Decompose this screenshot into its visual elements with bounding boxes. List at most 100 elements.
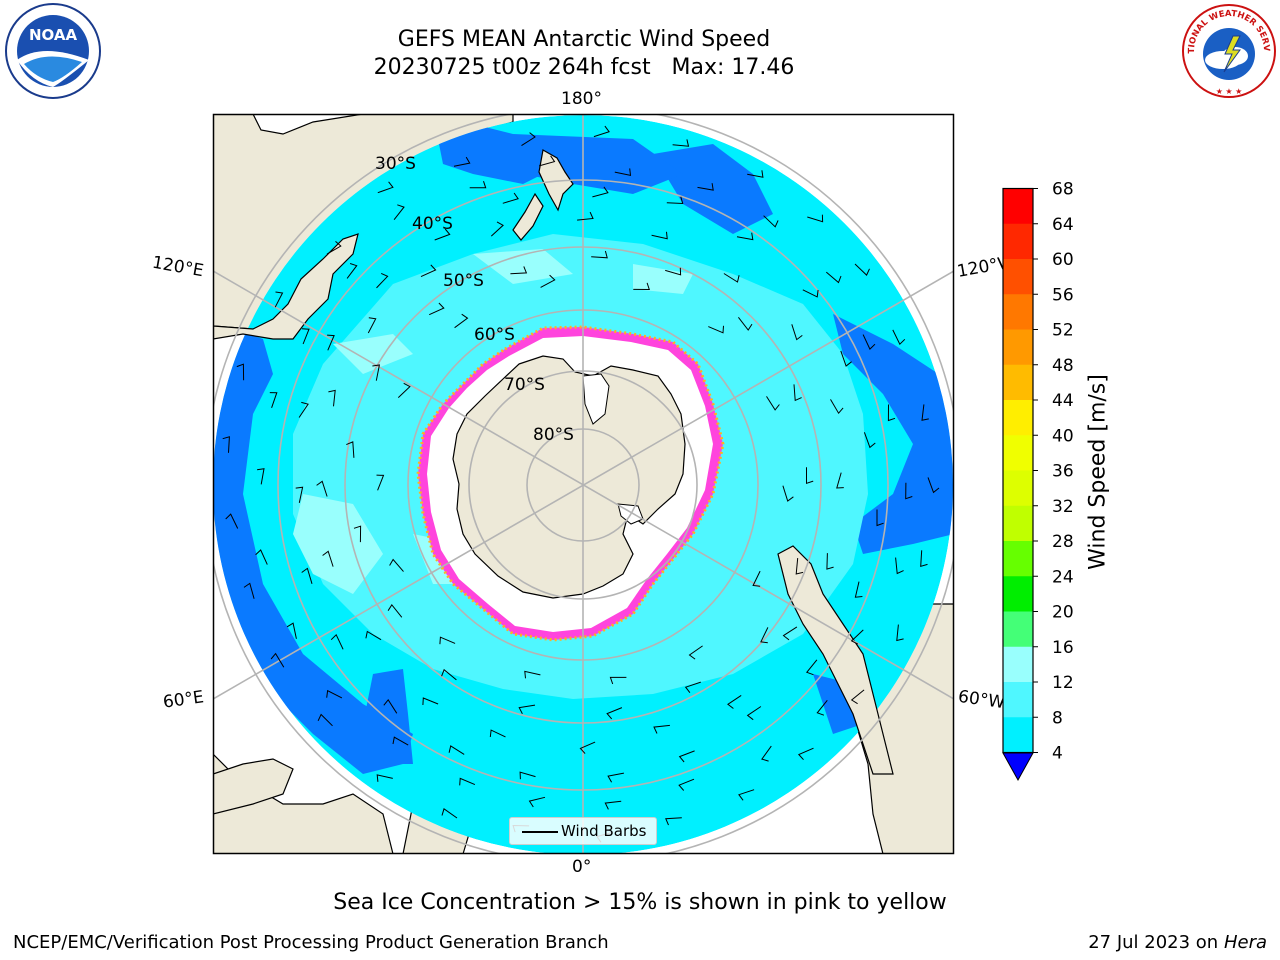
wind-barb	[863, 432, 876, 449]
wind-barb	[439, 636, 456, 645]
wind-barb	[761, 745, 772, 762]
wind-barb	[243, 582, 255, 599]
wind-barb	[257, 468, 265, 485]
wind-barb	[752, 570, 761, 587]
wind-barb	[295, 486, 304, 504]
wind-barb	[920, 550, 928, 567]
wind-barb	[540, 274, 556, 288]
colorbar-tick-label: 68	[1052, 180, 1074, 200]
wind-barb	[376, 774, 393, 782]
wind-barb	[372, 364, 381, 381]
wind-barb	[830, 399, 844, 415]
colorbar-tick-label: 24	[1052, 567, 1074, 587]
wind-barb	[895, 557, 904, 575]
wind-barb	[604, 800, 622, 810]
wind-barb	[521, 132, 536, 147]
wind-barb	[684, 681, 701, 694]
wind-barb	[392, 736, 409, 746]
wind-barb	[453, 156, 471, 167]
colorbar-segment	[1003, 400, 1033, 436]
wind-barb	[459, 777, 476, 786]
wind-barb	[377, 181, 394, 194]
wind-barb	[905, 482, 913, 500]
wind-barb	[793, 384, 802, 402]
wind-barb	[298, 401, 309, 418]
wind-barb	[286, 622, 297, 639]
colorbar-under-arrow	[1002, 752, 1034, 782]
wind-barb	[593, 125, 610, 138]
colorbar-segment	[1003, 435, 1033, 471]
wind-barb	[766, 396, 780, 411]
wind-barb	[826, 553, 834, 570]
wind-barb	[367, 317, 377, 334]
wind-barb	[428, 302, 445, 316]
colorbar-segment	[1003, 364, 1033, 401]
wind-barb	[236, 363, 245, 381]
wind-barb	[301, 567, 313, 584]
wind-barb	[854, 581, 863, 598]
colorbar-segment	[1003, 646, 1033, 683]
wind-barb	[225, 513, 239, 529]
wind-barb	[365, 630, 382, 641]
inner-land	[213, 149, 894, 775]
nws-logo: NATIONAL WEATHER SERVICE ★ ★ ★	[1180, 2, 1276, 98]
wind-barb	[376, 272, 389, 289]
lon-label-120e: 120°E	[150, 252, 206, 282]
wind-barb	[317, 713, 333, 727]
wind-barb	[633, 282, 650, 291]
wind-barb	[836, 472, 844, 489]
wind-barb	[678, 750, 695, 763]
colorbar-tick-label: 16	[1052, 638, 1074, 658]
colorbar-tick-label: 44	[1052, 391, 1074, 411]
wind-barb	[738, 789, 755, 801]
map-frame	[212, 113, 955, 855]
wind-barb	[346, 441, 355, 458]
wind-barb	[791, 324, 803, 341]
wind-barb	[326, 241, 342, 255]
lat-label-80s: 80°S	[533, 425, 574, 445]
wind-barb	[672, 139, 690, 147]
wind-barb	[850, 689, 865, 705]
wind-barb	[376, 474, 385, 491]
sea-ice-note: Sea Ice Concentration > 15% is shown in …	[333, 890, 947, 915]
wind-barb	[441, 668, 457, 681]
wind-barb	[454, 313, 469, 329]
wind-barb	[653, 724, 670, 734]
colorbar-segment	[1003, 223, 1033, 260]
wind-barb	[393, 204, 405, 221]
colorbar-tick-label: 64	[1052, 215, 1074, 235]
wind-barb	[807, 214, 824, 223]
colorbar-segment	[1003, 259, 1033, 295]
wind-barb	[763, 215, 779, 228]
colorbar-segment	[1003, 505, 1033, 542]
wind-barb	[222, 436, 230, 453]
wind-barb	[816, 699, 828, 716]
wind-barb	[330, 633, 344, 650]
lat-label-30s: 30°S	[375, 154, 416, 174]
graticule	[213, 114, 954, 854]
colorbar-segment	[1003, 329, 1033, 366]
wind-barb	[921, 404, 929, 421]
wind-barb	[609, 676, 627, 685]
colorbar-segment	[1003, 294, 1033, 330]
lon-label-0: 0°	[572, 857, 592, 877]
wind-barb	[606, 707, 623, 720]
svg-text:★ ★ ★: ★ ★ ★	[1216, 87, 1243, 96]
wind-barb	[892, 329, 906, 346]
footer-date-text: 27 Jul 2023 on	[1088, 932, 1219, 953]
wind-barb	[502, 192, 519, 204]
colorbar-segment	[1003, 682, 1033, 718]
wind-barb	[528, 796, 546, 808]
wind-barb	[876, 509, 884, 527]
wind-barb	[760, 627, 769, 644]
wind-barb	[274, 291, 284, 308]
chart-title: GEFS MEAN Antarctic Wind Speed	[397, 27, 771, 52]
wind-barb	[697, 183, 714, 191]
wind-barb	[591, 250, 608, 259]
noaa-text: NOAA	[29, 26, 78, 44]
footer-host: Hera	[1223, 932, 1267, 953]
wind-barb	[490, 221, 504, 237]
wind-barb	[723, 273, 740, 283]
wind-barb	[806, 467, 814, 484]
wind-barb	[510, 266, 528, 275]
